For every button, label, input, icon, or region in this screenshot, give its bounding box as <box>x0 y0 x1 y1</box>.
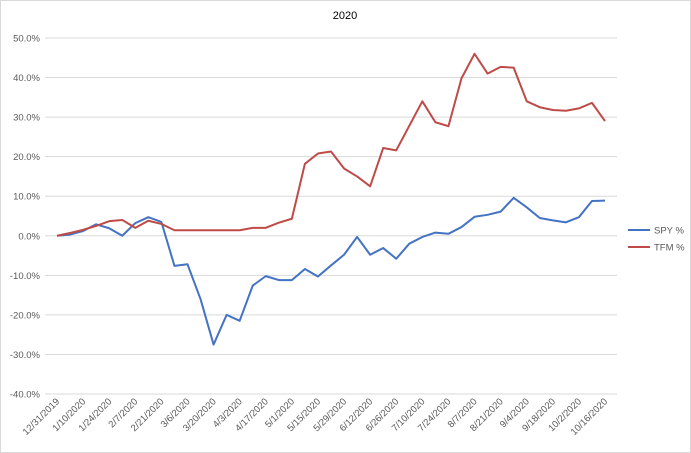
y-tick-label: 30.0% <box>13 113 40 124</box>
y-tick-label: 40.0% <box>13 73 40 84</box>
y-tick-label: 0.0% <box>18 231 40 242</box>
series-line <box>56 52 606 237</box>
y-tick-label: -20.0% <box>10 310 41 321</box>
legend-label: TFM % <box>654 243 685 254</box>
y-tick-label: 20.0% <box>13 152 40 163</box>
y-tick-label: -30.0% <box>10 350 41 361</box>
legend-label: SPY % <box>654 226 684 237</box>
y-tick-label: -40.0% <box>10 390 41 401</box>
chart-title: 2020 <box>333 10 357 22</box>
y-tick-label: 50.0% <box>13 34 40 45</box>
series-line <box>56 196 606 346</box>
y-tick-label: 10.0% <box>13 192 40 203</box>
y-tick-label: -10.0% <box>10 271 41 282</box>
